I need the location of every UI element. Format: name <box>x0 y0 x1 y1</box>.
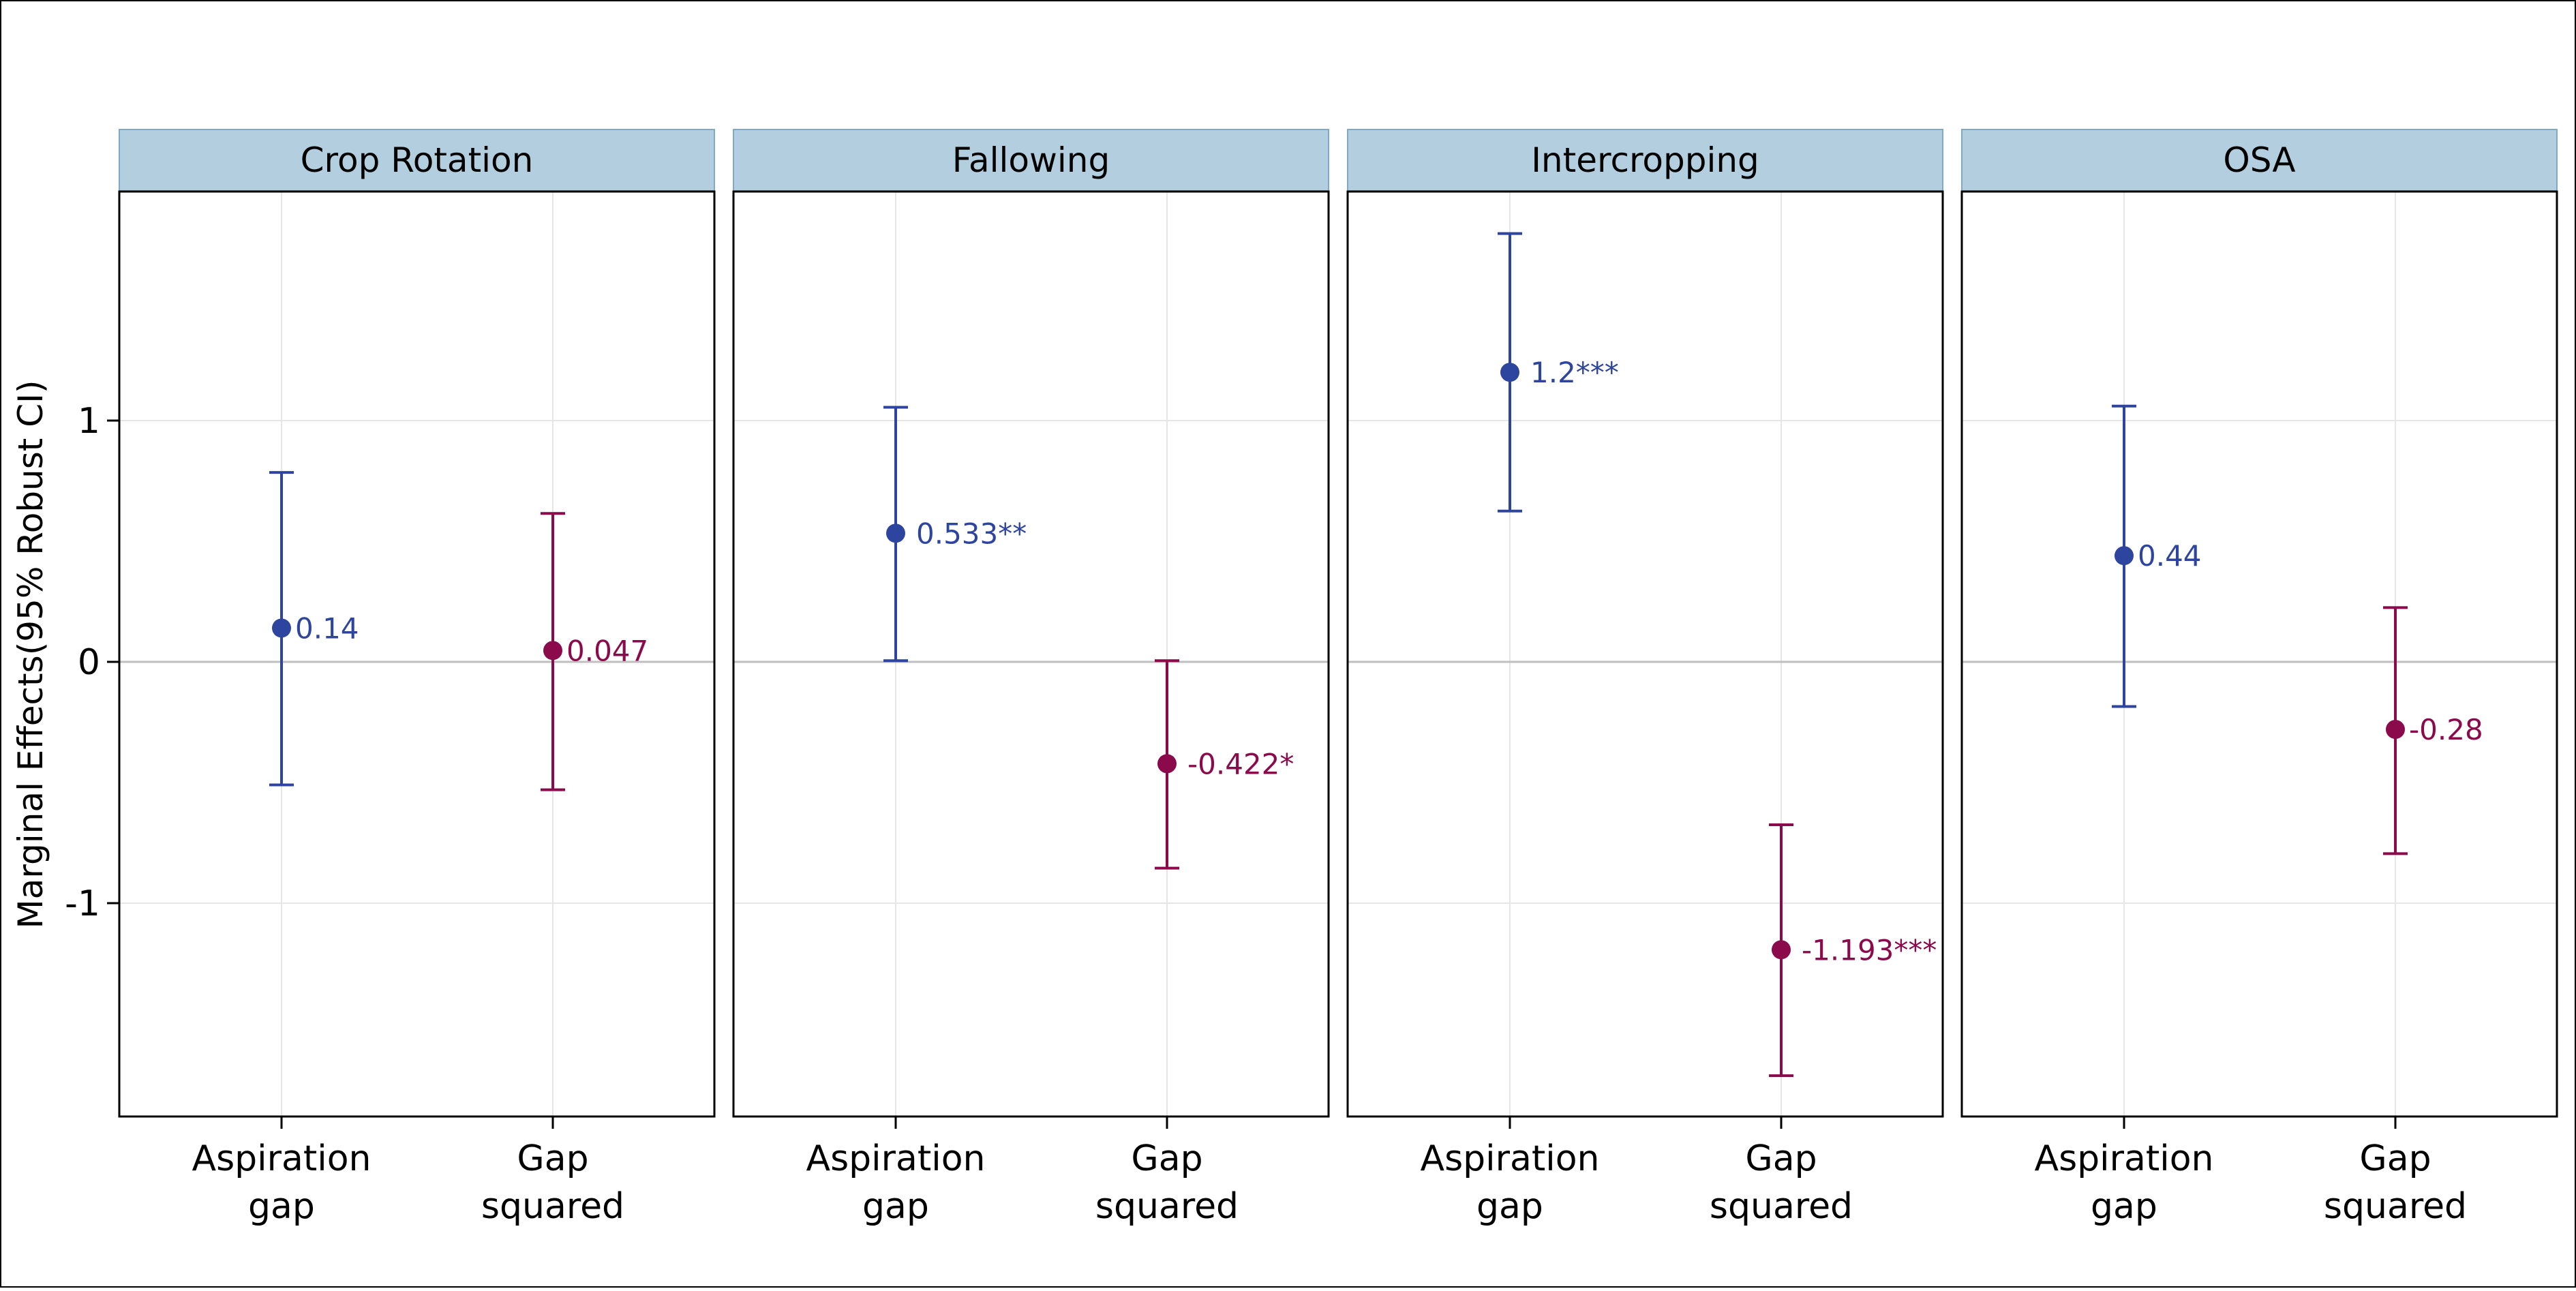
x-tick-label: Aspiration <box>2035 1138 2214 1179</box>
x-tick-label: Aspiration <box>192 1138 372 1179</box>
estimate-point <box>272 618 291 638</box>
data-label: 0.047 <box>566 634 648 667</box>
estimate-point <box>1772 940 1791 960</box>
panel-border <box>1346 190 1944 1118</box>
x-tick-label: squared <box>481 1186 624 1227</box>
y-tick-label: 0 <box>78 642 100 683</box>
panel-border <box>1960 190 2558 1118</box>
x-tick-label: gap <box>1476 1186 1543 1227</box>
facet-strip <box>119 129 715 192</box>
data-label: 0.533** <box>916 517 1027 550</box>
x-tick-label: Gap <box>2359 1138 2431 1179</box>
data-label: -1.193*** <box>1802 933 1937 967</box>
y-axis-title: Marginal Effects(95% Robust CI) <box>11 380 50 929</box>
data-label: 0.14 <box>295 611 359 645</box>
facet-title: Intercropping <box>1531 140 1759 180</box>
x-tick-label: squared <box>1095 1186 1239 1227</box>
estimate-point <box>2115 546 2134 566</box>
x-tick-label: Gap <box>517 1138 588 1179</box>
data-label: -0.28 <box>2409 713 2483 746</box>
estimate-point <box>886 523 905 543</box>
panel-border <box>732 190 1330 1118</box>
x-tick-label: gap <box>2091 1186 2157 1227</box>
x-tick-label: squared <box>2324 1186 2467 1227</box>
x-tick-label: squared <box>1710 1186 1853 1227</box>
x-tick-label: Aspiration <box>1421 1138 1600 1179</box>
estimate-point <box>1500 363 1519 382</box>
x-tick-label: gap <box>862 1186 929 1227</box>
x-tick-label: gap <box>248 1186 315 1227</box>
y-tick-label: -1 <box>65 883 100 924</box>
estimate-point <box>2386 720 2405 740</box>
x-tick-label: Gap <box>1131 1138 1202 1179</box>
estimate-point <box>543 641 562 660</box>
facet-title: OSA <box>2223 140 2295 180</box>
y-tick-label: 1 <box>78 401 100 442</box>
facet-title: Crop Rotation <box>301 140 534 180</box>
data-label: 0.44 <box>2138 539 2202 573</box>
estimate-point <box>1157 754 1177 774</box>
facet-strip <box>1347 129 1943 192</box>
facet-title: Fallowing <box>952 140 1110 180</box>
data-label: 1.2*** <box>1530 356 1619 389</box>
x-tick-label: Gap <box>1745 1138 1817 1179</box>
panel-border <box>118 190 716 1118</box>
x-tick-label: Aspiration <box>806 1138 986 1179</box>
data-label: -0.422* <box>1187 747 1294 780</box>
